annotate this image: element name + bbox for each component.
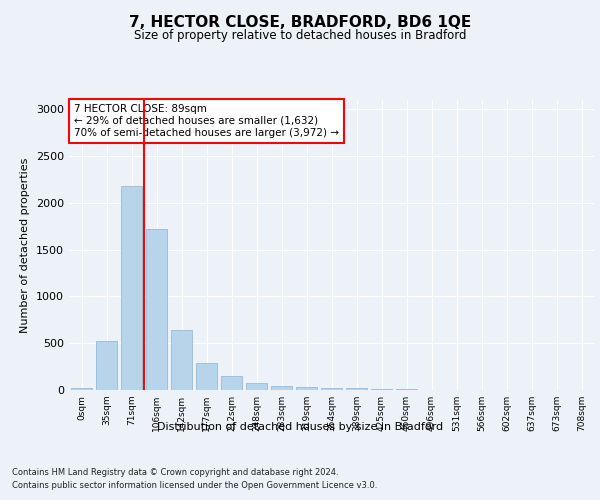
Bar bbox=[121, 186, 142, 390]
Bar bbox=[221, 376, 242, 390]
Text: 7, HECTOR CLOSE, BRADFORD, BD6 1QE: 7, HECTOR CLOSE, BRADFORD, BD6 1QE bbox=[129, 15, 471, 30]
Text: Contains public sector information licensed under the Open Government Licence v3: Contains public sector information licen… bbox=[12, 480, 377, 490]
Bar bbox=[96, 342, 117, 390]
Bar bbox=[246, 384, 267, 390]
Bar bbox=[346, 388, 367, 390]
Text: 7 HECTOR CLOSE: 89sqm
← 29% of detached houses are smaller (1,632)
70% of semi-d: 7 HECTOR CLOSE: 89sqm ← 29% of detached … bbox=[74, 104, 339, 138]
Bar bbox=[321, 388, 342, 390]
Bar bbox=[171, 330, 192, 390]
Bar bbox=[296, 387, 317, 390]
Bar bbox=[146, 229, 167, 390]
Text: Size of property relative to detached houses in Bradford: Size of property relative to detached ho… bbox=[134, 30, 466, 43]
Bar bbox=[196, 364, 217, 390]
Bar bbox=[271, 386, 292, 390]
Text: Contains HM Land Registry data © Crown copyright and database right 2024.: Contains HM Land Registry data © Crown c… bbox=[12, 468, 338, 477]
Bar bbox=[371, 388, 392, 390]
Bar bbox=[396, 389, 417, 390]
Text: Distribution of detached houses by size in Bradford: Distribution of detached houses by size … bbox=[157, 422, 443, 432]
Bar bbox=[71, 388, 92, 390]
Y-axis label: Number of detached properties: Number of detached properties bbox=[20, 158, 31, 332]
